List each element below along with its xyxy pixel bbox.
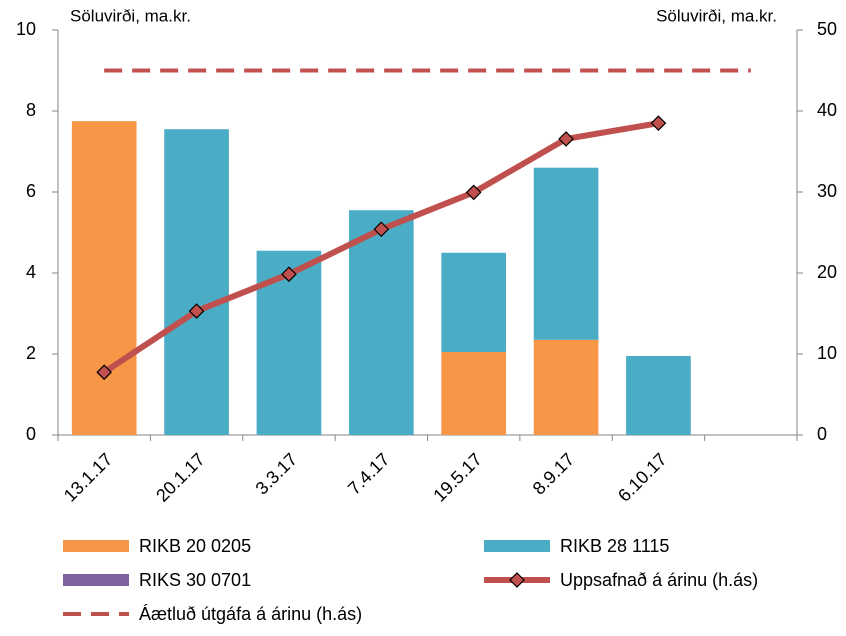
legend-swatch	[63, 540, 129, 552]
bar	[71, 121, 137, 435]
bar	[441, 252, 507, 352]
y2-tick-label: 0	[817, 424, 827, 444]
legend-label: RIKS 30 0701	[139, 570, 251, 590]
y-tick-label: 4	[26, 262, 36, 282]
bar	[348, 210, 414, 435]
marker	[558, 131, 574, 147]
x-tick-label: 7.4.17	[344, 449, 394, 499]
y2-tick-label: 30	[817, 181, 837, 201]
bar	[533, 167, 599, 340]
marker	[373, 221, 390, 238]
y2-tick-label: 10	[817, 343, 837, 363]
x-tick-label: 6.10.17	[614, 449, 671, 506]
bar	[441, 351, 507, 435]
legend-marker	[509, 572, 525, 588]
bar	[164, 129, 229, 435]
x-tick-label: 19.5.17	[429, 449, 486, 506]
legend-label: Áætluð útgáfa á árinu (h.ás)	[139, 604, 362, 624]
marker	[96, 364, 113, 381]
y2-tick-label: 40	[817, 100, 837, 120]
x-tick-label: 3.3.17	[252, 449, 302, 499]
y-tick-label: 6	[26, 181, 36, 201]
bar	[533, 339, 599, 435]
y-axis-label: Söluvirði, ma.kr.	[70, 6, 191, 25]
bar	[626, 356, 691, 435]
y-tick-label: 2	[26, 343, 36, 363]
x-tick-label: 13.1.17	[60, 449, 117, 506]
marker	[465, 184, 482, 201]
x-tick-label: 20.1.17	[152, 449, 209, 506]
legend-label: Uppsafnað á árinu (h.ás)	[560, 570, 758, 590]
marker	[281, 266, 297, 283]
y-tick-label: 0	[26, 424, 36, 444]
legend-swatch	[63, 574, 129, 586]
y-tick-label: 8	[26, 100, 36, 120]
x-tick-label: 8.9.17	[529, 449, 579, 499]
legend-label: RIKB 28 1115	[560, 536, 669, 556]
y-tick-label: 10	[16, 19, 36, 39]
legend-swatch	[484, 540, 550, 552]
marker	[650, 115, 667, 131]
y2-axis-label: Söluvirði, ma.kr.	[656, 6, 777, 25]
y2-tick-label: 20	[817, 262, 837, 282]
y2-tick-label: 50	[817, 19, 837, 39]
legend-label: RIKB 20 0205	[139, 536, 251, 556]
marker	[188, 303, 205, 319]
